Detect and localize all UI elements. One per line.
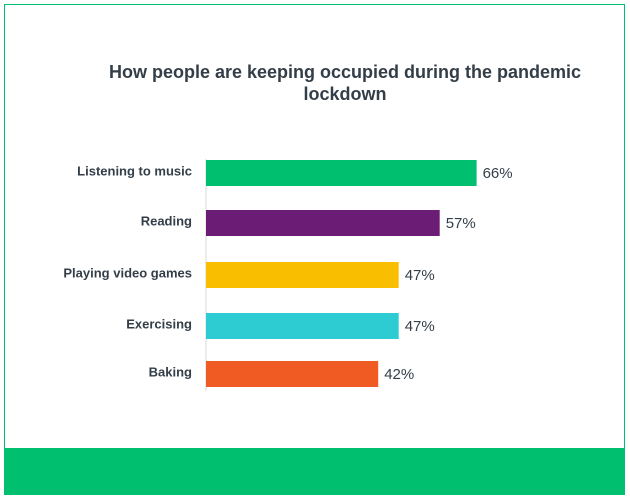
- chart-title: How people are keeping occupied during t…: [108, 62, 582, 104]
- bar: [206, 262, 399, 288]
- category-label: Playing video games: [63, 265, 192, 280]
- value-label: 42%: [384, 366, 414, 383]
- footer-band: [5, 448, 624, 494]
- category-label: Reading: [141, 213, 192, 228]
- category-label: Listening to music: [77, 163, 192, 178]
- category-label: Exercising: [126, 316, 192, 331]
- value-label: 66%: [483, 165, 513, 182]
- value-label: 57%: [446, 215, 476, 232]
- bar: [206, 361, 379, 387]
- category-label: Baking: [149, 364, 192, 379]
- value-label: 47%: [405, 318, 435, 335]
- value-label: 47%: [405, 267, 435, 284]
- bar: [206, 160, 477, 186]
- bar-chart: Listening to music 66% Reading 57% Playing v…: [63, 159, 513, 391]
- bar: [206, 313, 399, 339]
- chart-frame: How people are keeping occupied during t…: [4, 4, 625, 495]
- bar: [206, 210, 440, 236]
